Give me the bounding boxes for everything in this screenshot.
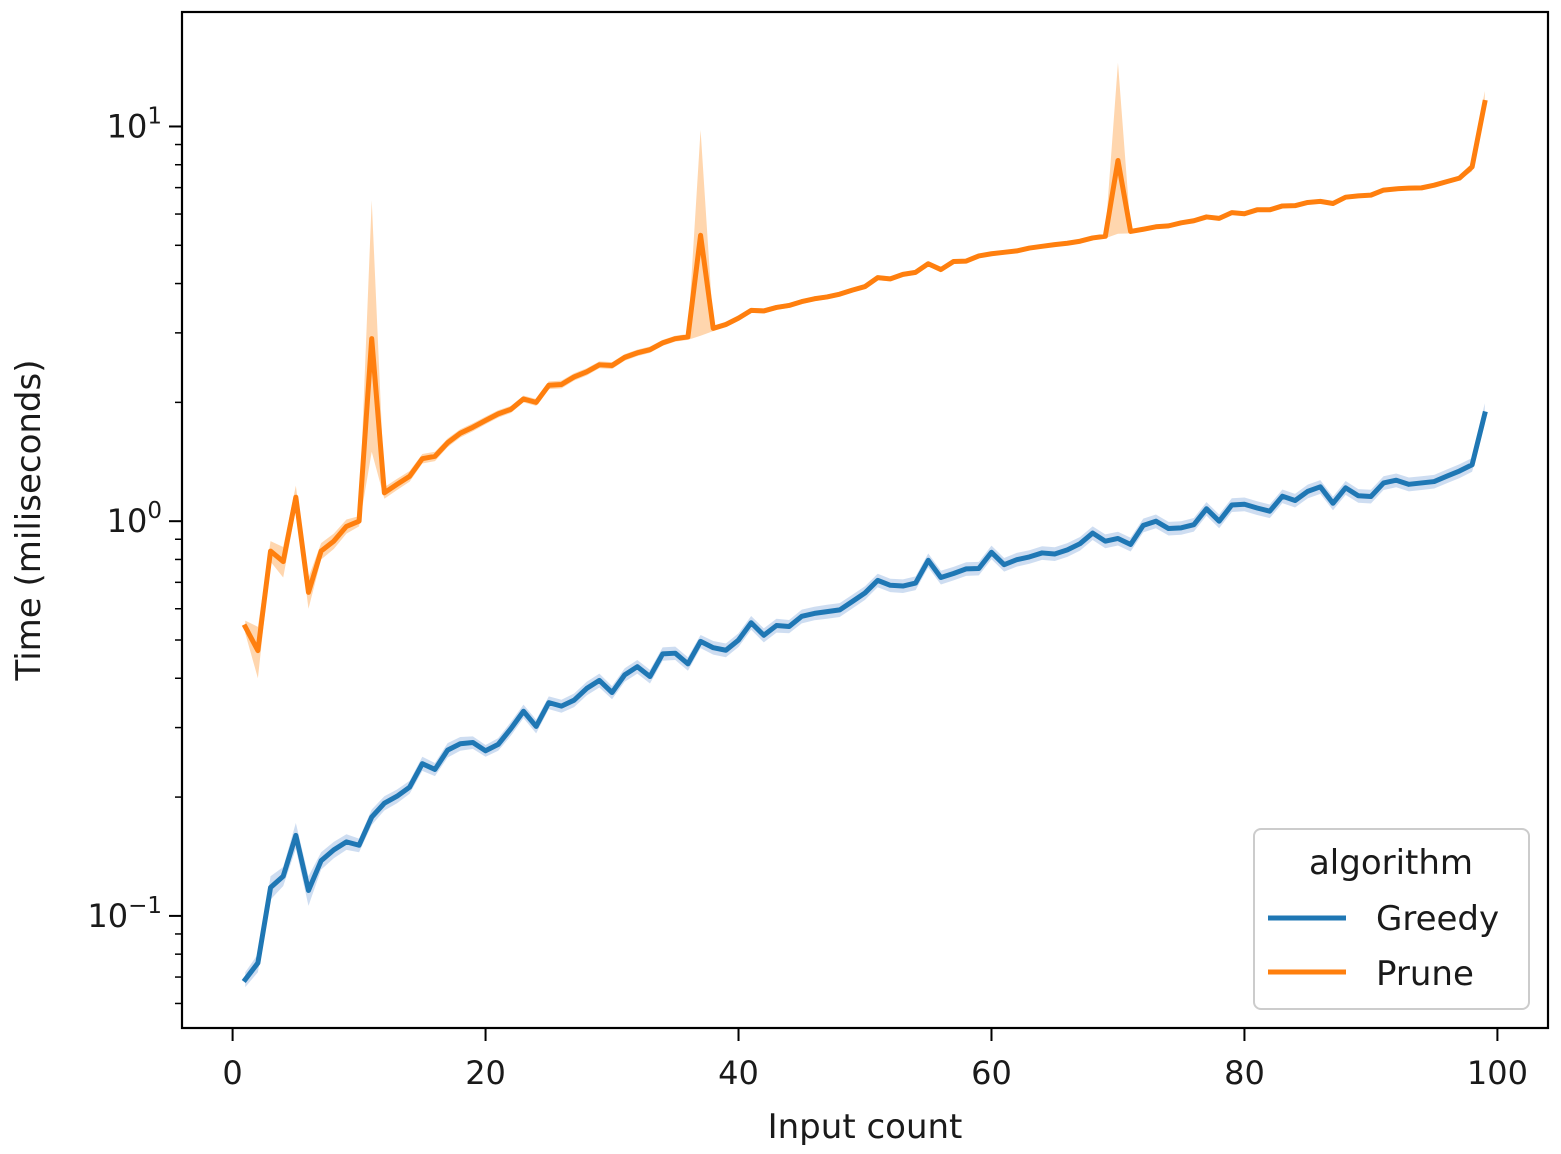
- y-tick-label: 101: [107, 103, 162, 145]
- x-tick-label: 40: [718, 1054, 759, 1092]
- y-axis-title: Time (miliseconds): [9, 360, 49, 682]
- legend: algorithm Greedy Prune: [1253, 828, 1530, 1010]
- y-axis: 10−1 100 101: [87, 103, 182, 1005]
- legend-label-prune: Prune: [1376, 954, 1474, 994]
- x-tick-label: 100: [1467, 1054, 1528, 1092]
- legend-title: algorithm: [1309, 843, 1473, 883]
- legend-box: [1253, 828, 1530, 1010]
- x-axis-title: Input count: [768, 1107, 963, 1147]
- x-tick-label: 0: [222, 1054, 242, 1092]
- y-tick-label: 10−1: [87, 893, 162, 935]
- x-tick-label: 60: [971, 1054, 1012, 1092]
- x-axis: 0 20 40 60 80 100: [222, 1028, 1528, 1092]
- x-tick-label: 80: [1224, 1054, 1265, 1092]
- y-tick-label: 100: [107, 498, 162, 540]
- series-line-greedy: [241, 410, 1488, 984]
- band-prune: [245, 62, 1485, 679]
- legend-label-greedy: Greedy: [1376, 899, 1499, 939]
- x-tick-label: 20: [465, 1054, 506, 1092]
- series-lines: [241, 99, 1488, 984]
- plot-frame: [180, 10, 1550, 1030]
- series-line-prune: [241, 99, 1488, 654]
